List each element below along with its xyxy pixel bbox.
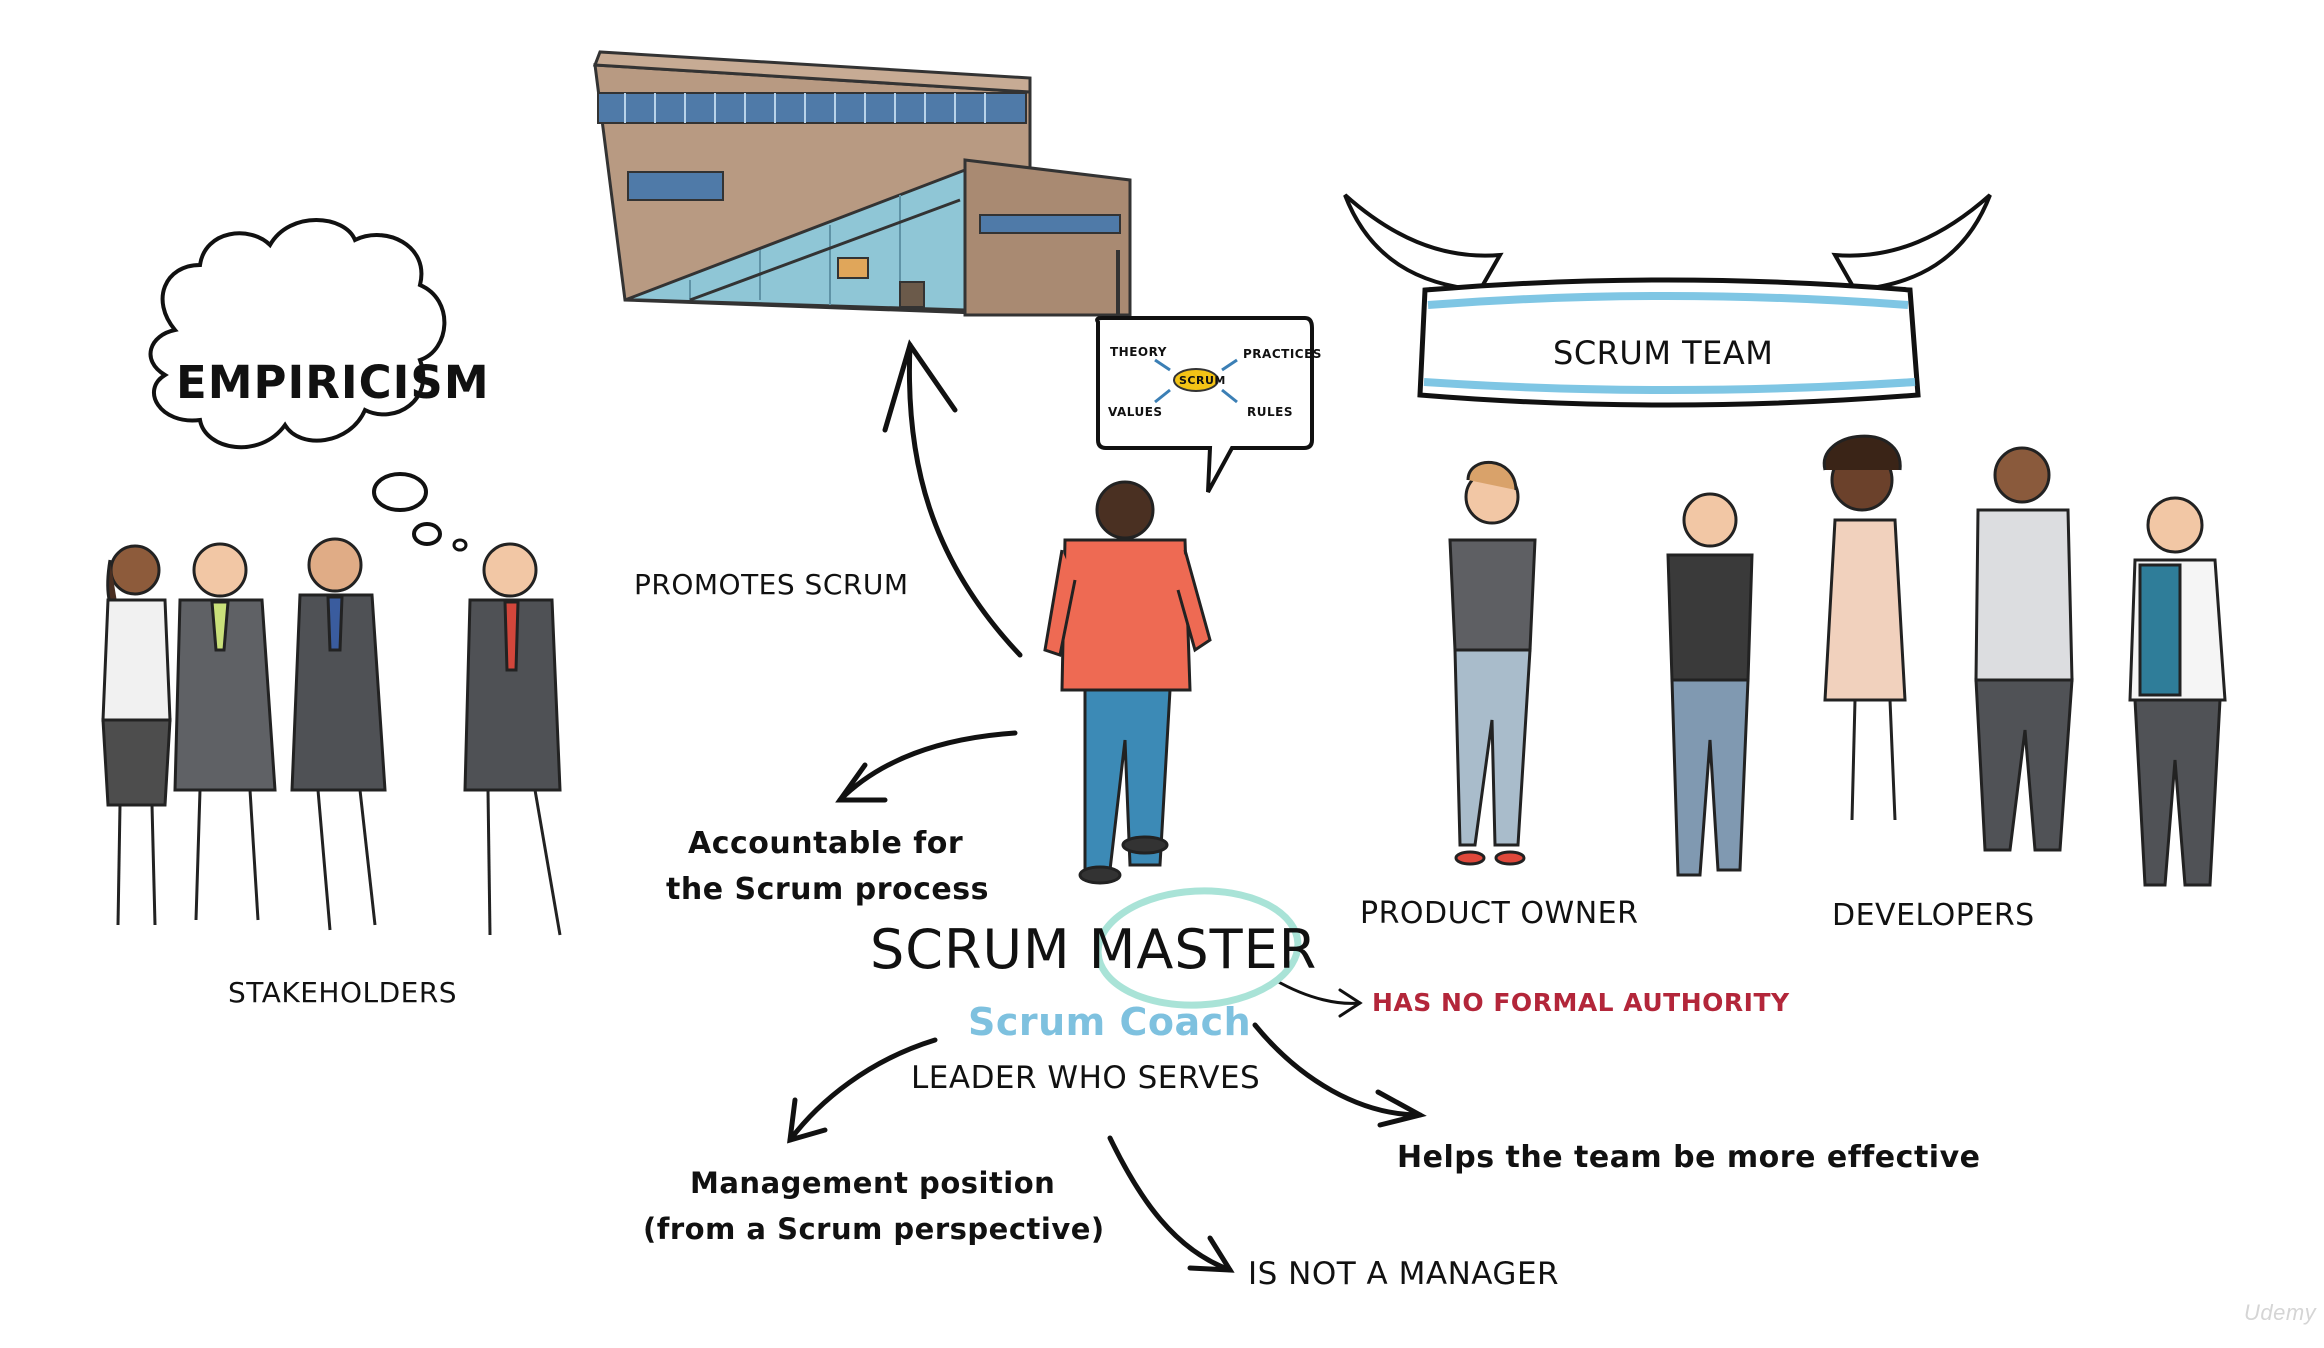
- promotes-scrum-label: PROMOTES SCRUM: [634, 568, 909, 601]
- scrum-master-figure: [1043, 480, 1212, 885]
- developer-figure-3: [1974, 446, 2074, 852]
- not-manager-arrowhead: [1187, 1235, 1235, 1273]
- udemy-watermark: Udemy: [2244, 1300, 2317, 1325]
- helps-arrowhead: [1375, 1089, 1427, 1128]
- developer-figure-2: [1822, 434, 1907, 821]
- accountable-arrow: [837, 730, 1018, 803]
- stakeholders-label: STAKEHOLDERS: [228, 976, 458, 1009]
- authority-arrowhead: [1338, 988, 1363, 1018]
- scrum-master-title: SCRUM MASTER: [870, 918, 1318, 981]
- authority-arrow: [1273, 978, 1362, 1005]
- leader-who-serves-label: LEADER WHO SERVES: [911, 1060, 1261, 1096]
- developer-figure-4: [2128, 496, 2227, 887]
- accountable-line-1: Accountable for: [688, 826, 964, 861]
- scrum-coach-subtitle: Scrum Coach: [968, 1000, 1252, 1044]
- management-arrow: [787, 1037, 938, 1143]
- helps-team-label: Helps the team be more effective: [1397, 1140, 1981, 1175]
- speech-values-label: VALUES: [1108, 405, 1163, 419]
- accountable-arrowhead: [835, 762, 888, 803]
- highlight-circle: [1094, 887, 1302, 1009]
- scrum-team-label: SCRUM TEAM: [1553, 334, 1774, 372]
- speech-theory-label: THEORY: [1110, 345, 1167, 359]
- not-manager-label: IS NOT A MANAGER: [1248, 1256, 1560, 1292]
- scrum-team-banner: [1343, 193, 1992, 408]
- no-authority-label: HAS NO FORMAL AUTHORITY: [1372, 988, 1790, 1017]
- product-owner-figure: [1448, 460, 1537, 866]
- arrows: [787, 339, 1427, 1273]
- thought-bubble: [148, 218, 468, 552]
- speech-rules-label: RULES: [1247, 405, 1293, 419]
- developers-label: DEVELOPERS: [1832, 898, 2035, 933]
- management-arrowhead: [787, 1097, 828, 1144]
- speech-scrum-label: SCRUM: [1179, 374, 1226, 387]
- stakeholders-illustration: [101, 537, 562, 936]
- office-building-illustration: [592, 50, 1132, 317]
- not-manager-arrow: [1107, 1135, 1233, 1273]
- empiricism-text: EMPIRICISM: [176, 356, 490, 409]
- promotes-arrow: [906, 342, 1023, 658]
- product-owner-label: PRODUCT OWNER: [1360, 896, 1639, 931]
- promotes-arrowhead: [882, 339, 958, 433]
- helps-arrow: [1252, 1022, 1423, 1118]
- management-line-1: Management position: [690, 1166, 1056, 1200]
- speech-practices-label: PRACTICES: [1243, 347, 1322, 361]
- management-line-2: (from a Scrum perspective): [643, 1212, 1105, 1246]
- speech-bubble: [1095, 316, 1314, 493]
- accountable-line-2: the Scrum process: [666, 872, 989, 907]
- developer-figure-1: [1666, 492, 1754, 877]
